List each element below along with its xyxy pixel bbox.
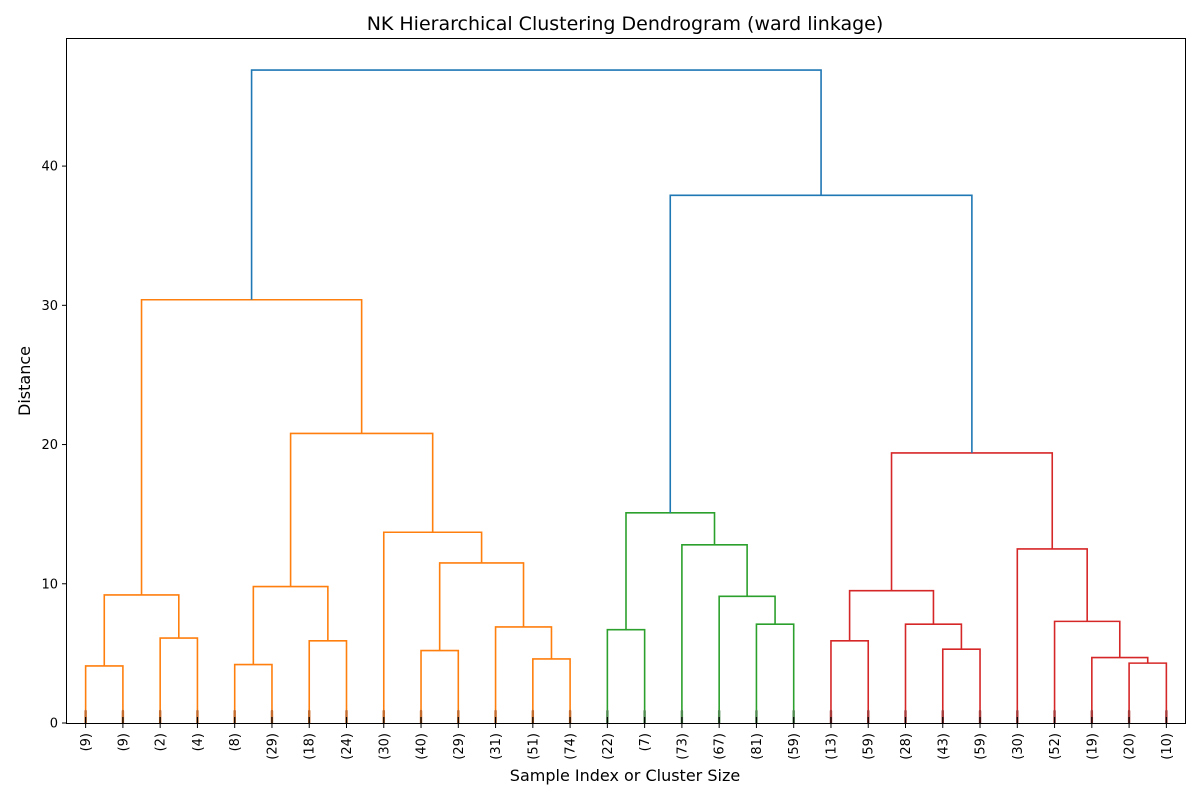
dendrogram-link: [718, 595, 776, 723]
chart-title: NK Hierarchical Clustering Dendrogram (w…: [367, 13, 884, 35]
dendrogram-link: [848, 589, 935, 641]
x-tick-label: (7): [638, 733, 653, 751]
dendrogram-link: [494, 626, 553, 723]
x-tick-label: (24): [340, 733, 355, 760]
x-tick-label: (2): [154, 733, 169, 751]
x-tick-label: (30): [1011, 733, 1026, 760]
x-tick-label: (20): [1123, 733, 1138, 760]
x-tick-label: (22): [601, 733, 616, 760]
dendrogram-link: [681, 543, 748, 723]
x-tick-label: (30): [377, 733, 392, 760]
y-axis-label: Distance: [15, 346, 34, 416]
x-tick-label: (31): [489, 733, 504, 760]
dendrogram-link: [140, 298, 363, 595]
x-tick-label: (8): [228, 733, 243, 751]
y-axis-ticks: 0 10 20 30 40: [41, 160, 67, 732]
x-tick-label: (29): [452, 733, 467, 760]
x-tick-label: (74): [564, 733, 579, 760]
x-tick-label: (81): [750, 733, 765, 760]
x-tick-label: (52): [1048, 733, 1063, 760]
x-tick-label: (59): [974, 733, 989, 760]
dendrogram-link: [308, 640, 348, 723]
x-tick-label: (73): [675, 733, 690, 760]
x-tick-label: (19): [1085, 733, 1100, 760]
dendrogram-link: [84, 665, 124, 723]
x-tick-label: (59): [862, 733, 877, 760]
plot-frame: [66, 38, 1186, 724]
dendrogram-links: [84, 69, 1168, 723]
y-tick-label: 30: [41, 299, 58, 314]
x-tick-label: (10): [1160, 733, 1175, 760]
y-tick-label: 0: [50, 717, 58, 732]
x-tick-label: (28): [899, 733, 914, 760]
x-tick-label: (29): [265, 733, 280, 760]
x-tick-label: (59): [787, 733, 802, 760]
x-tick-label: (40): [415, 733, 430, 760]
dendrogram-link: [420, 649, 460, 723]
leaf-markers: [84, 709, 1168, 725]
dendrogram-link: [103, 594, 180, 666]
dendrogram-link: [250, 69, 822, 300]
x-tick-label: (51): [526, 733, 541, 760]
y-tick-label: 40: [41, 160, 58, 175]
y-tick-label: 20: [41, 438, 58, 453]
dendrogram-link: [252, 585, 329, 665]
x-axis-label: Sample Index or Cluster Size: [510, 766, 740, 785]
x-tick-label: (18): [303, 733, 318, 760]
x-axis-ticks: (9) (9) (2) (4) (8) (29) (18) (24) (30) (40) (29) (…: [79, 723, 1175, 760]
x-tick-label: (4): [191, 733, 206, 751]
x-tick-label: (67): [713, 733, 728, 760]
x-tick-label: (43): [936, 733, 951, 760]
y-tick-label: 10: [41, 577, 58, 592]
dendrogram-link: [1053, 620, 1121, 723]
x-tick-label: (9): [79, 733, 94, 751]
x-tick-label: (13): [824, 733, 839, 760]
x-tick-label: (9): [116, 733, 131, 751]
dendrogram-link: [830, 640, 870, 723]
